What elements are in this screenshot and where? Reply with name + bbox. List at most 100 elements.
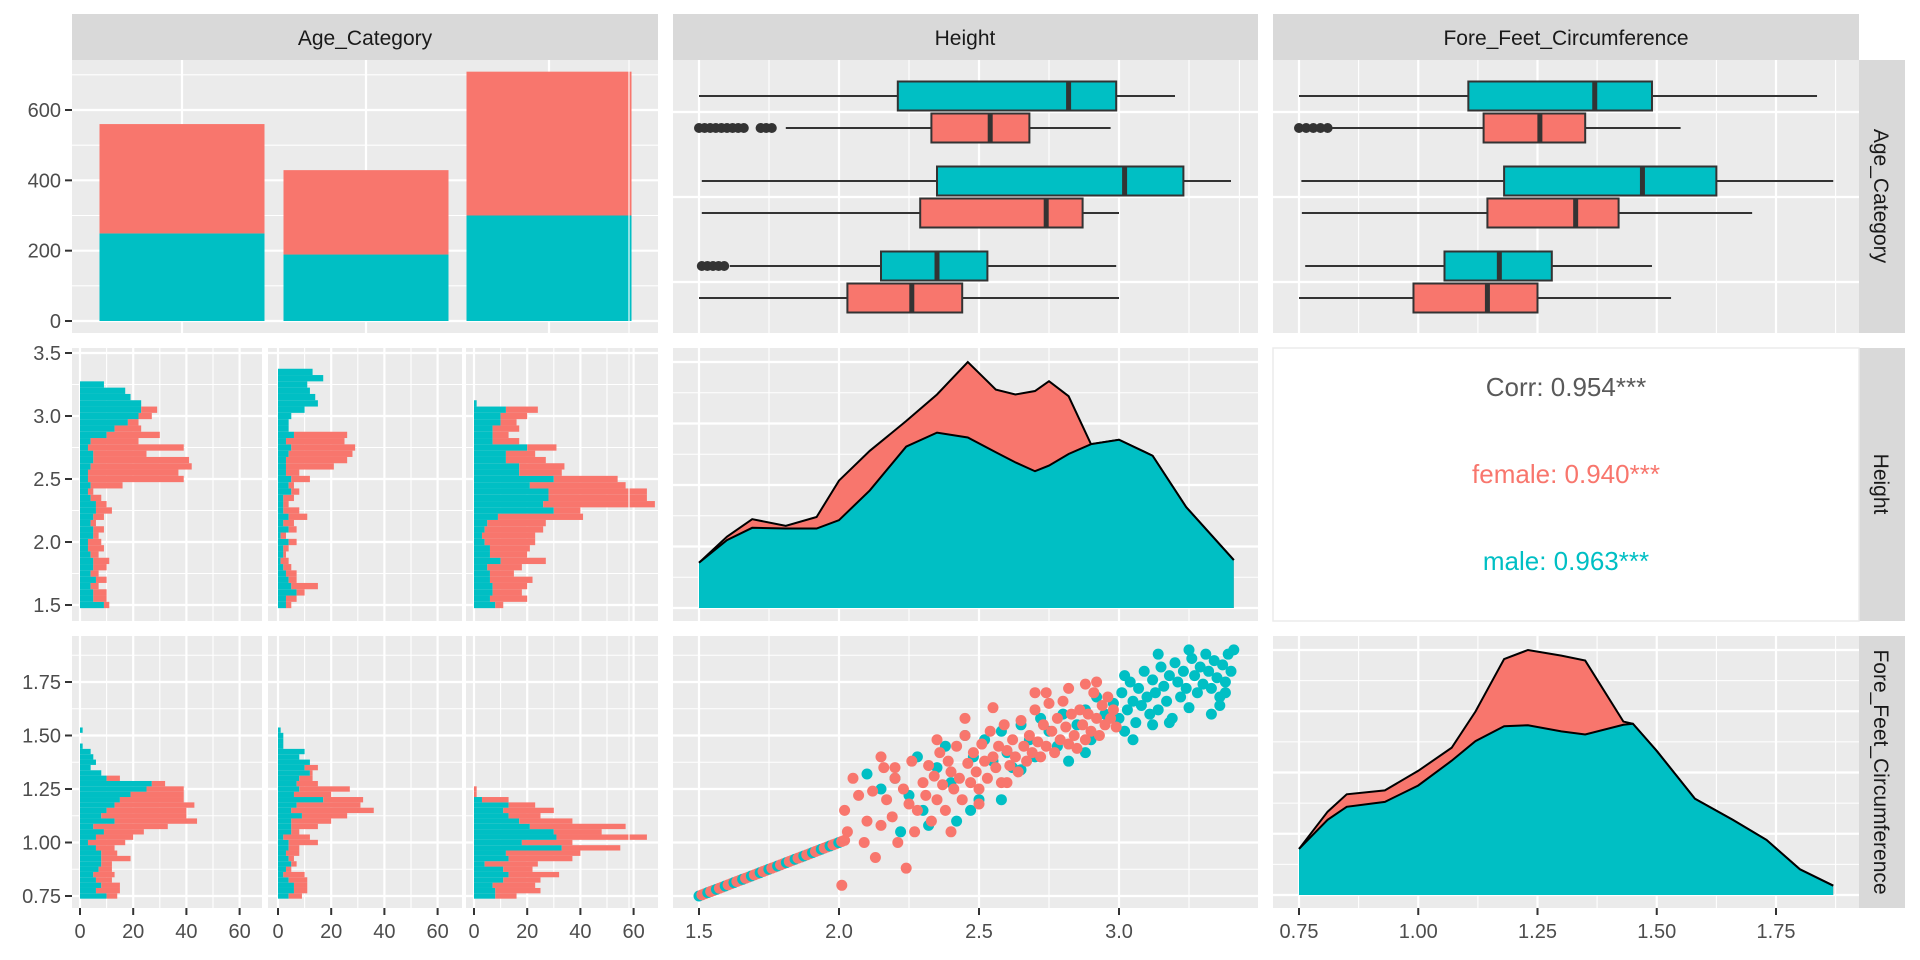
hist-bar-male: [80, 813, 102, 819]
bar-female-cat-1: [99, 124, 265, 234]
scatter-point-female: [1040, 740, 1052, 752]
scatter-point-male: [861, 768, 873, 780]
hist-bar-male: [278, 748, 305, 755]
hist-bar-male: [278, 557, 281, 565]
hist-bar-male: [474, 526, 485, 533]
hist-bar-female: [93, 564, 107, 571]
hist-bar-female: [90, 551, 99, 558]
hist-bar-male: [80, 877, 96, 883]
hist-bar-male: [278, 526, 289, 533]
hist-bar-male: [278, 871, 284, 878]
corr-female: female: 0.940***: [1472, 459, 1660, 489]
hist-bar-female: [283, 551, 286, 558]
hist-bar-male: [278, 513, 289, 520]
hist-bar-female: [101, 813, 187, 819]
scatter-point-female: [1060, 721, 1072, 733]
hist-bar-female: [500, 419, 517, 426]
scatter-point-female: [956, 794, 968, 806]
scatter-panel: [628, 636, 1258, 924]
hist-bar-female: [548, 494, 647, 502]
scatter-point-male: [1183, 644, 1195, 656]
x-tick-label-count: 40: [569, 921, 591, 943]
hist-bar-male: [474, 519, 488, 527]
hist-bar-male: [474, 501, 544, 508]
scatter-point-male: [1130, 717, 1142, 729]
scatter-point-male: [1219, 676, 1231, 688]
col-strip-2-label: Height: [935, 27, 996, 50]
hist-bar-female: [93, 532, 99, 539]
hist-bar-male: [80, 381, 104, 388]
hist-bar-male: [278, 802, 297, 808]
hist-bar-male: [278, 791, 294, 798]
hist-bar-female: [90, 519, 96, 527]
hist-bar-female: [484, 861, 538, 867]
hist-bar-female: [87, 839, 126, 846]
hist-bar-female: [280, 532, 286, 539]
hist-bar-female: [151, 780, 166, 787]
corr-overall: Corr: 0.954***: [1486, 372, 1646, 402]
hist-bar-male: [474, 532, 482, 539]
hist-bar-female: [492, 589, 522, 596]
hist-bar-male: [80, 463, 91, 470]
hist-bar-male: [80, 545, 88, 552]
hist-bar-male: [80, 469, 88, 476]
row-strip-1-bg: [1859, 60, 1905, 333]
scatter-point-female: [973, 798, 985, 810]
x-tick-label-ffc: 1.50: [1637, 921, 1676, 943]
hist-bar-male: [278, 564, 284, 571]
hist-bar-female: [285, 850, 300, 856]
hist-bar-female: [101, 861, 112, 867]
scatter-point-female: [967, 747, 979, 759]
scatter-point-male: [1172, 676, 1184, 688]
hist-bar-male: [278, 797, 324, 803]
scatter-point-male: [1163, 717, 1175, 729]
scatter-point-female: [869, 851, 881, 863]
hist-bar-female: [296, 780, 318, 787]
hist-bar-female: [103, 829, 144, 835]
scatter-point-male: [1219, 687, 1231, 699]
x-tick-label-height: 1.5: [685, 921, 713, 943]
scatter-point-female: [934, 747, 946, 759]
y-tick-label-ffc: 1.50: [22, 726, 61, 748]
hist-bar-female: [90, 482, 123, 489]
hist-bar-male: [278, 813, 302, 819]
hist-bar-female: [95, 877, 112, 883]
hist-bar-female: [106, 775, 120, 781]
hist-bar-male: [80, 786, 147, 792]
scatter-point-male: [1158, 680, 1170, 692]
hist-bar-female: [492, 438, 520, 445]
scatter-point-male: [1197, 678, 1209, 690]
scatter-point-female: [1063, 738, 1075, 750]
hist-bar-female: [521, 839, 573, 846]
hist-bar-male: [278, 829, 292, 835]
hist-bar-female: [291, 823, 318, 830]
scatter-point-female: [1037, 719, 1049, 731]
hist-bar-female: [93, 595, 107, 602]
hist-bar-male: [474, 887, 496, 894]
ffc-hist-cat-2: [268, 636, 462, 924]
scatter-point-male: [1177, 665, 1189, 677]
scatter-point-female: [1029, 704, 1041, 716]
scatter-point-female: [1032, 736, 1044, 748]
hist-bar-male: [474, 601, 496, 609]
hist-bar-male: [278, 450, 289, 457]
row-strip-2-label: Height: [1869, 454, 1892, 515]
hist-bar-male: [474, 419, 501, 426]
hist-bar-female: [87, 488, 94, 495]
scatter-point-female: [1102, 691, 1114, 703]
hist-bar-male: [474, 564, 488, 571]
hist-bar-female: [497, 513, 584, 520]
hist-bar-female: [288, 893, 302, 899]
hist-bar-male: [278, 406, 305, 413]
hist-bar-female: [285, 570, 297, 577]
scatter-point-female: [917, 777, 929, 789]
hist-bar-male: [278, 743, 284, 749]
hist-bar-male: [474, 823, 530, 830]
scatter-point-female: [1049, 747, 1061, 759]
hist-bar-female: [293, 791, 332, 798]
scatter-point-female: [892, 837, 904, 848]
hist-bar-male: [80, 780, 152, 787]
hist-bar-female: [106, 807, 187, 814]
scatter-point-female: [867, 785, 879, 797]
scatter-point-female: [1043, 697, 1055, 709]
